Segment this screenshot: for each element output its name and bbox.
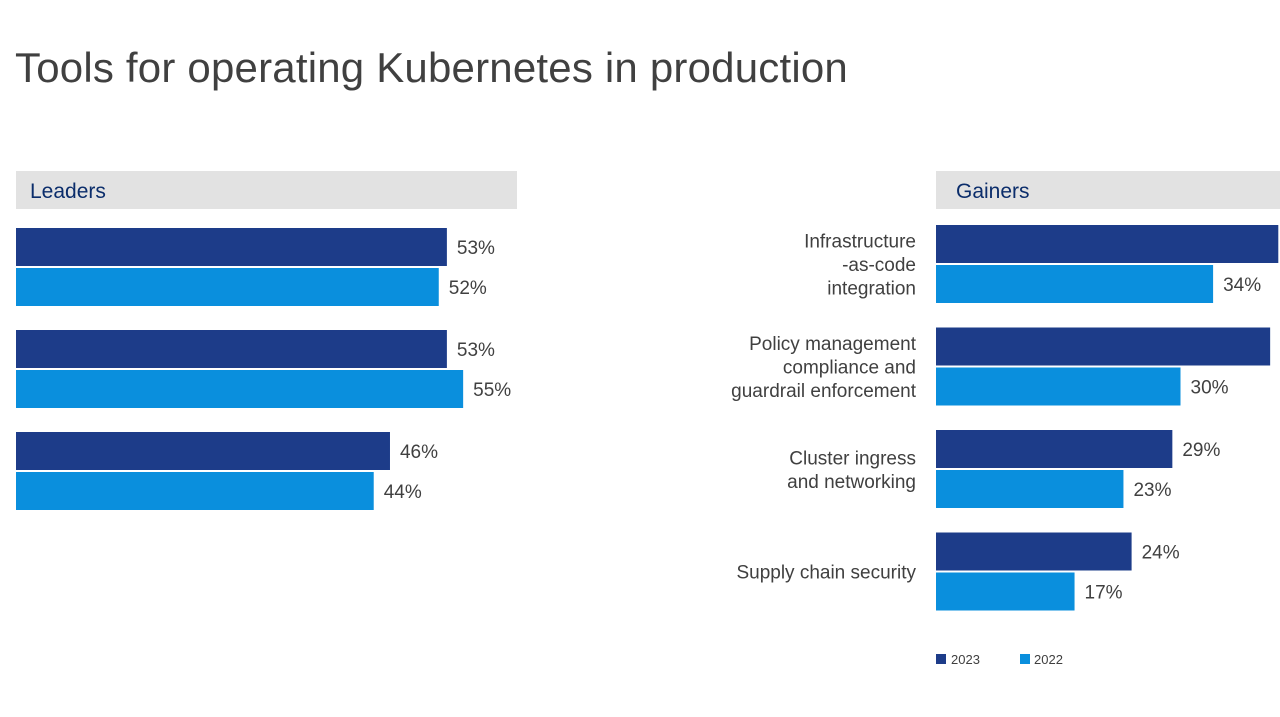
- gainers-bar-2022-1: [936, 265, 1214, 303]
- legend-label-2023: 2023: [951, 652, 980, 667]
- gainers-bar-2023-1: [936, 225, 1279, 263]
- gainers-bar-2023-3: [936, 430, 1173, 468]
- gainers-category-label-1: -as-code: [842, 255, 916, 276]
- gainers-category-label-2: Policy management: [749, 334, 917, 355]
- gainers-category-label-2: guardrail enforcement: [731, 381, 917, 402]
- leaders-bar-2023-3: [16, 432, 390, 470]
- legend-swatch-2023: [936, 654, 946, 664]
- leaders-value-label-2023-1: 53%: [457, 238, 495, 259]
- gainers-bar-2022-2: [936, 367, 1181, 406]
- gainers-panel-header: [936, 171, 1280, 209]
- gainers-category-label-3: Cluster ingress: [789, 448, 916, 469]
- leaders-bar-2023-2: [16, 330, 447, 368]
- gainers-category-label-1: Infrastructure: [804, 232, 916, 253]
- leaders-value-label-2022-3: 44%: [384, 482, 422, 503]
- gainers-bar-2022-3: [936, 470, 1124, 508]
- leaders-value-label-2023-3: 46%: [400, 442, 438, 463]
- leaders-bar-2022-2: [16, 370, 464, 408]
- gainers-value-label-2022-1: 34%: [1223, 275, 1261, 296]
- gainers-bar-2023-4: [936, 532, 1132, 571]
- gainers-bar-2022-4: [936, 572, 1075, 611]
- leaders-panel-header: [16, 171, 517, 209]
- leaders-value-label-2022-1: 52%: [449, 278, 487, 299]
- legend-label-2022: 2022: [1034, 652, 1063, 667]
- legend-swatch-2022: [1020, 654, 1030, 664]
- gainers-value-label-2022-4: 17%: [1085, 583, 1123, 604]
- leaders-value-label-2023-2: 53%: [457, 340, 495, 361]
- leaders-value-label-2022-2: 55%: [473, 380, 511, 401]
- gainers-bar-2023-2: [936, 327, 1271, 366]
- leaders-bar-2022-1: [16, 268, 439, 306]
- gainers-panel-title: Gainers: [956, 180, 1030, 203]
- leaders-panel-title: Leaders: [30, 180, 106, 203]
- leaders-bar-2023-1: [16, 228, 447, 266]
- chart-title: Tools for operating Kubernetes in produc…: [15, 44, 848, 91]
- gainers-category-label-2: compliance and: [783, 358, 916, 379]
- gainers-category-label-4: Supply chain security: [736, 563, 916, 584]
- leaders-bar-2022-3: [16, 472, 374, 510]
- gainers-value-label-2023-4: 24%: [1142, 543, 1180, 564]
- gainers-value-label-2023-3: 29%: [1182, 440, 1220, 461]
- gainers-value-label-2022-3: 23%: [1133, 480, 1171, 501]
- gainers-category-label-3: and networking: [787, 472, 916, 493]
- gainers-category-label-1: integration: [827, 279, 916, 300]
- gainers-value-label-2022-2: 30%: [1191, 378, 1229, 399]
